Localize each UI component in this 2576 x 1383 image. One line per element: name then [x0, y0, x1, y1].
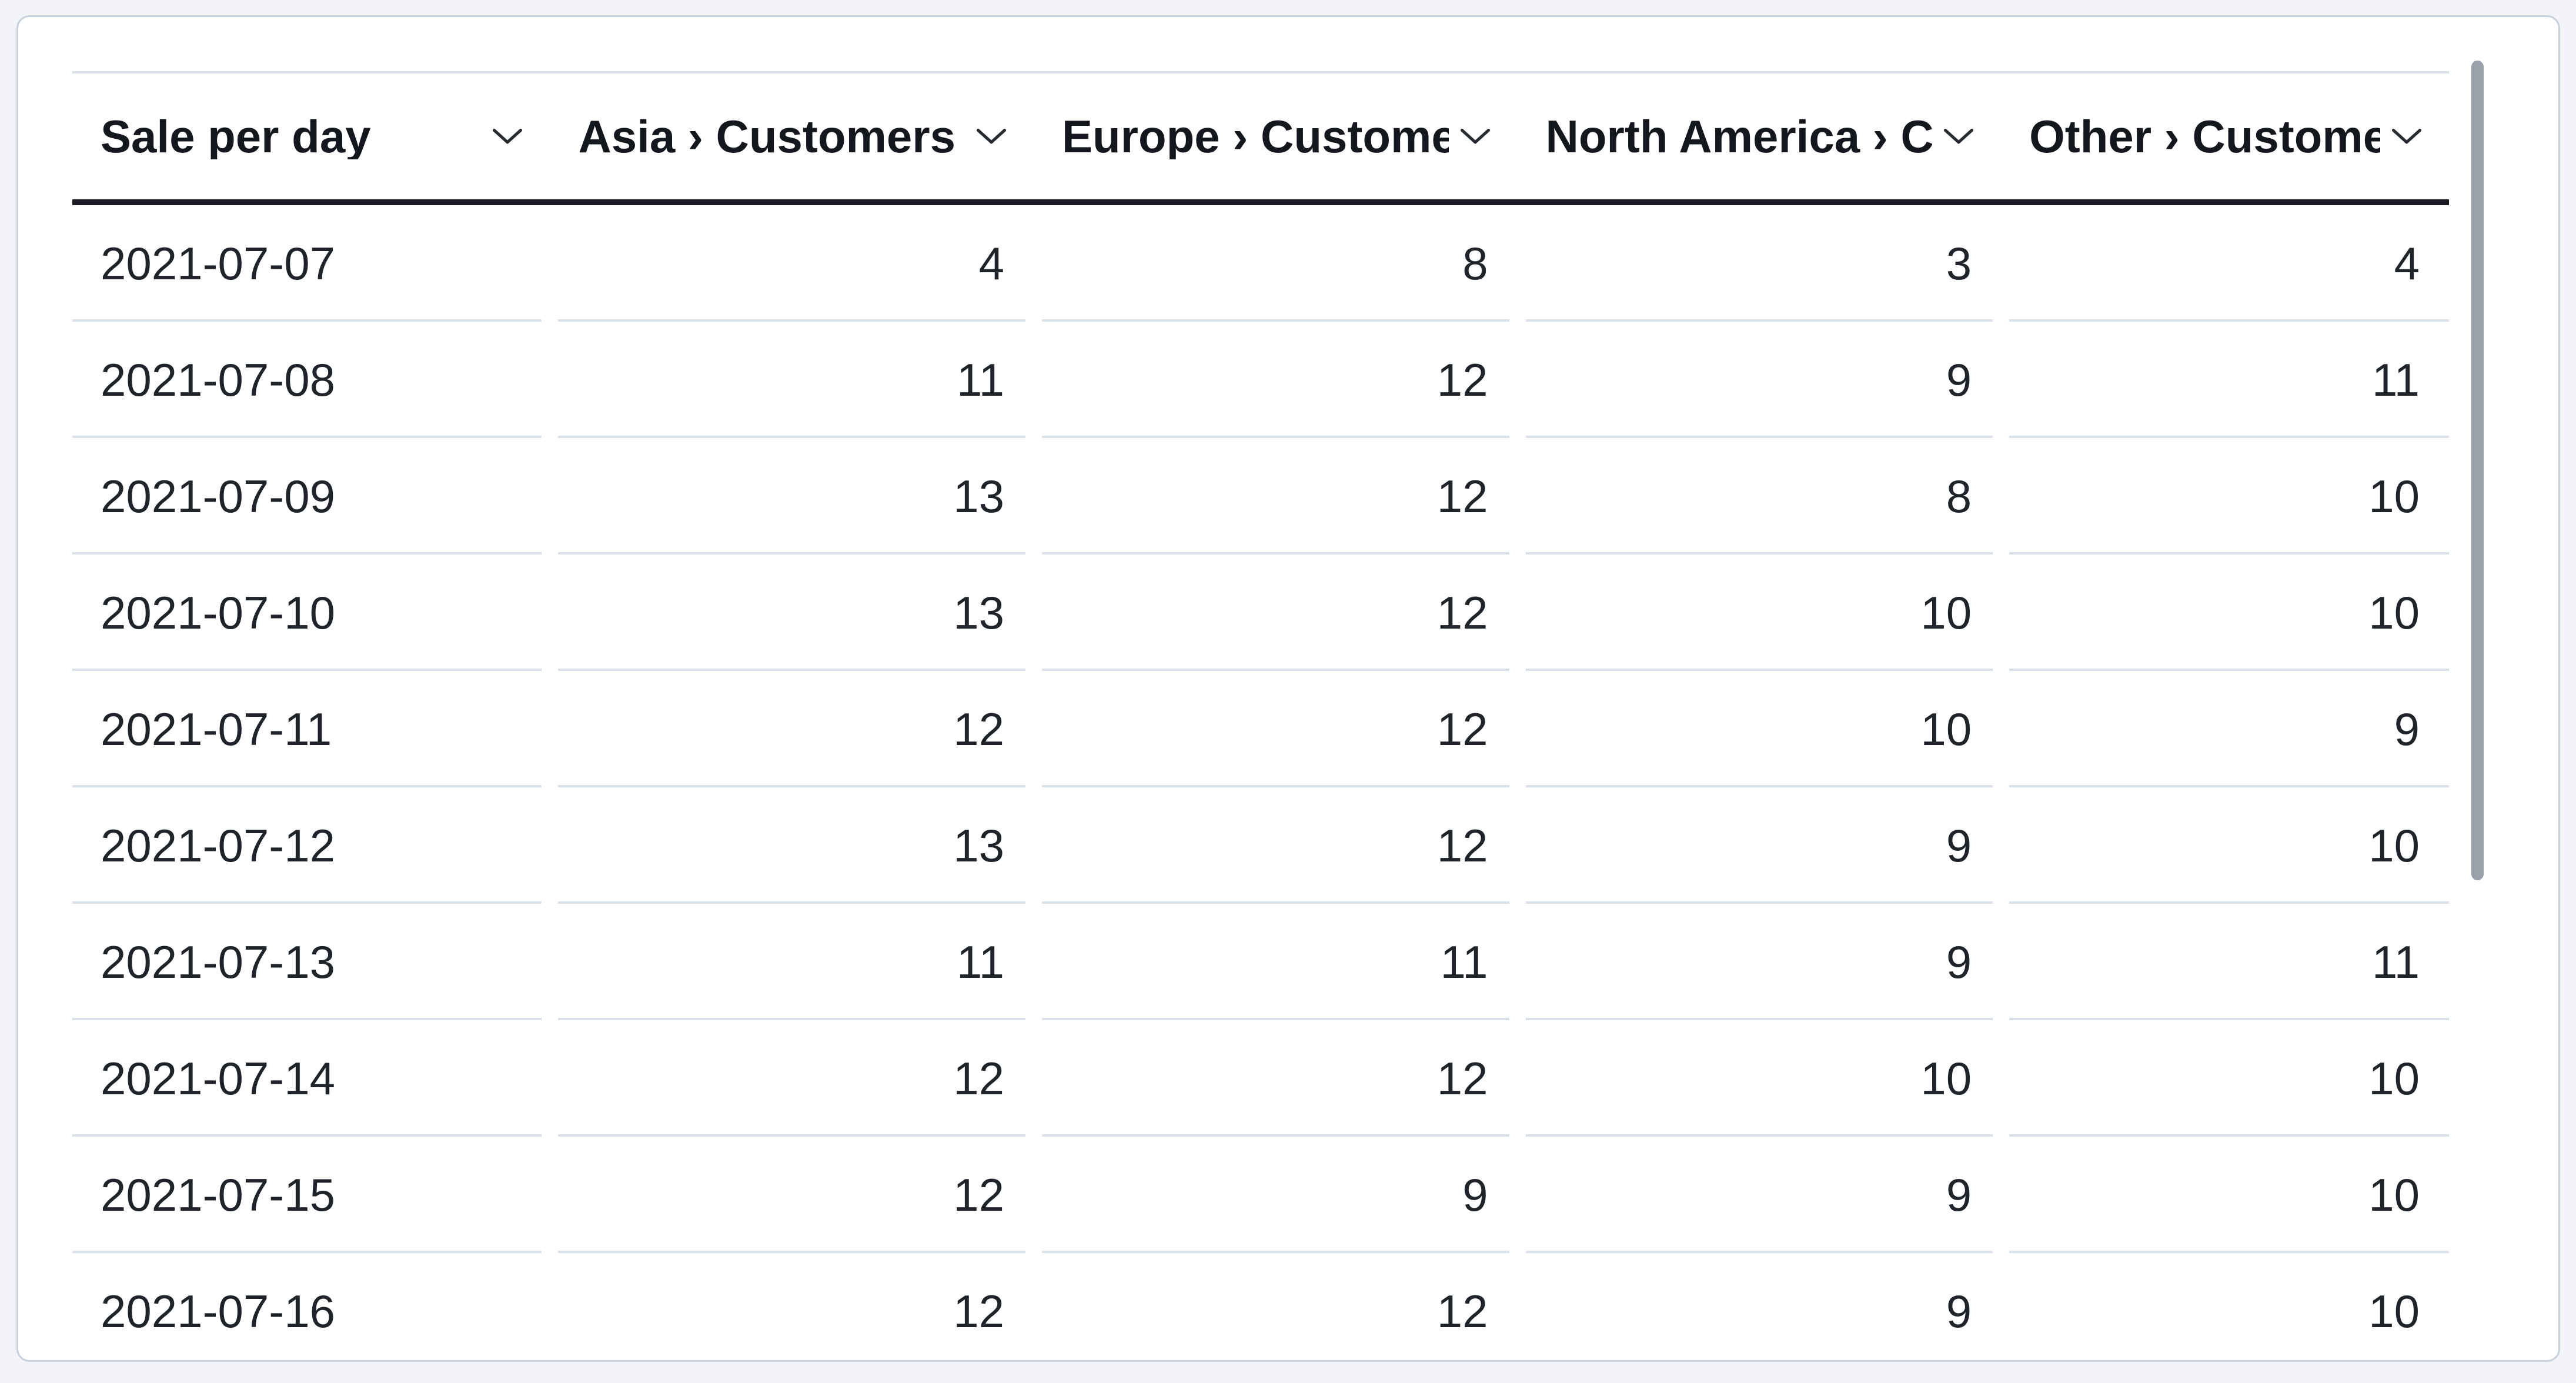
cell-sale_per_day: 2021-07-11	[72, 671, 550, 787]
cell-other_customers: 9	[2001, 671, 2449, 787]
chevron-down-icon	[2391, 128, 2422, 144]
cell-other_customers: 11	[2001, 904, 2449, 1020]
cell-asia_customers: 11	[550, 904, 1034, 1020]
cell-asia_customers: 13	[550, 438, 1034, 554]
cell-north_america_customers: 10	[1518, 671, 2002, 787]
cell-sale_per_day: 2021-07-07	[72, 205, 550, 322]
cell-sale_per_day: 2021-07-15	[72, 1137, 550, 1253]
cell-asia_customers: 13	[550, 554, 1034, 671]
cell-europe_customers: 11	[1034, 904, 1518, 1020]
cell-north_america_customers: 10	[1518, 1020, 2002, 1137]
cell-north_america_customers: 10	[1518, 554, 2002, 671]
cell-europe_customers: 8	[1034, 205, 1518, 322]
cell-asia_customers: 4	[550, 205, 1034, 322]
header-row: Sale per day Asia › Customers Europe › Cus…	[72, 74, 2449, 205]
table-card: Sale per day Asia › Customers Europe › Cus…	[16, 15, 2560, 1362]
table-container: Sale per day Asia › Customers Europe › Cus…	[72, 71, 2449, 1360]
table-row-2021-07-14: 2021-07-14 12 12 10 10	[72, 1020, 2449, 1137]
cell-other_customers: 10	[2001, 1253, 2449, 1360]
cell-sale_per_day: 2021-07-13	[72, 904, 550, 1020]
cell-asia_customers: 12	[550, 671, 1034, 787]
cell-sale_per_day: 2021-07-14	[72, 1020, 550, 1137]
chevron-down-icon	[493, 128, 523, 144]
column-header-label: North America › Customers	[1545, 113, 1933, 159]
chevron-down-icon	[1944, 128, 1974, 144]
cell-europe_customers: 9	[1034, 1137, 1518, 1253]
table-row-2021-07-13: 2021-07-13 11 11 9 11	[72, 904, 2449, 1020]
cell-north_america_customers: 9	[1518, 1137, 2002, 1253]
chevron-down-icon	[1460, 128, 1490, 144]
cell-europe_customers: 12	[1034, 554, 1518, 671]
cell-europe_customers: 12	[1034, 322, 1518, 438]
column-header-sale_per_day[interactable]: Sale per day	[72, 74, 550, 205]
cell-north_america_customers: 9	[1518, 1253, 2002, 1360]
cell-asia_customers: 12	[550, 1253, 1034, 1360]
cell-other_customers: 10	[2001, 438, 2449, 554]
column-header-label: Other › Customers	[2029, 113, 2380, 159]
column-header-other_customers[interactable]: Other › Customers	[2001, 74, 2449, 205]
cell-sale_per_day: 2021-07-09	[72, 438, 550, 554]
cell-north_america_customers: 3	[1518, 205, 2002, 322]
table-row-2021-07-09: 2021-07-09 13 12 8 10	[72, 438, 2449, 554]
cell-other_customers: 4	[2001, 205, 2449, 322]
column-header-label: Asia › Customers	[578, 113, 955, 159]
cell-asia_customers: 13	[550, 787, 1034, 904]
table-row-2021-07-10: 2021-07-10 13 12 10 10	[72, 554, 2449, 671]
cell-europe_customers: 12	[1034, 671, 1518, 787]
table-row-2021-07-07: 2021-07-07 4 8 3 4	[72, 205, 2449, 322]
column-header-asia_customers[interactable]: Asia › Customers	[550, 74, 1034, 205]
cell-europe_customers: 12	[1034, 1020, 1518, 1137]
table-row-2021-07-15: 2021-07-15 12 9 9 10	[72, 1137, 2449, 1253]
table-row-2021-07-11: 2021-07-11 12 12 10 9	[72, 671, 2449, 787]
data-table: Sale per day Asia › Customers Europe › Cus…	[72, 71, 2449, 1360]
cell-other_customers: 10	[2001, 787, 2449, 904]
cell-other_customers: 10	[2001, 1020, 2449, 1137]
cell-other_customers: 10	[2001, 1137, 2449, 1253]
cell-sale_per_day: 2021-07-10	[72, 554, 550, 671]
cell-sale_per_day: 2021-07-08	[72, 322, 550, 438]
chevron-down-icon	[976, 128, 1007, 144]
table-body: 2021-07-07 4 8 3 4 2021-07-08 11 12 9 11 2021-07-0…	[72, 205, 2449, 1360]
cell-asia_customers: 11	[550, 322, 1034, 438]
cell-north_america_customers: 9	[1518, 904, 2002, 1020]
cell-north_america_customers: 9	[1518, 322, 2002, 438]
table-row-2021-07-12: 2021-07-12 13 12 9 10	[72, 787, 2449, 904]
column-header-label: Sale per day	[101, 113, 371, 159]
column-header-europe_customers[interactable]: Europe › Customers	[1033, 74, 1518, 205]
cell-sale_per_day: 2021-07-16	[72, 1253, 550, 1360]
table-row-2021-07-16: 2021-07-16 12 12 9 10	[72, 1253, 2449, 1360]
cell-europe_customers: 12	[1034, 1253, 1518, 1360]
cell-other_customers: 10	[2001, 554, 2449, 671]
vertical-scrollbar-thumb[interactable]	[2471, 61, 2484, 880]
cell-europe_customers: 12	[1034, 787, 1518, 904]
cell-asia_customers: 12	[550, 1137, 1034, 1253]
cell-other_customers: 11	[2001, 322, 2449, 438]
cell-europe_customers: 12	[1034, 438, 1518, 554]
cell-asia_customers: 12	[550, 1020, 1034, 1137]
cell-sale_per_day: 2021-07-12	[72, 787, 550, 904]
cell-north_america_customers: 8	[1518, 438, 2002, 554]
cell-north_america_customers: 9	[1518, 787, 2002, 904]
table-row-2021-07-08: 2021-07-08 11 12 9 11	[72, 322, 2449, 438]
column-header-north_america_customers[interactable]: North America › Customers	[1517, 74, 2002, 205]
column-header-label: Europe › Customers	[1061, 113, 1449, 159]
